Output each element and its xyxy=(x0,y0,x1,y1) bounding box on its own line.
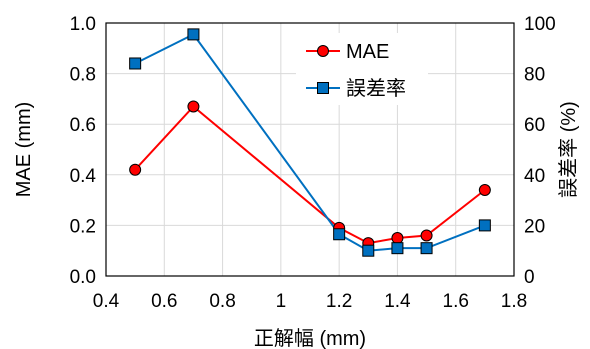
legend: MAE 誤差率 xyxy=(296,33,428,105)
mae-point xyxy=(391,232,404,245)
y2-tick-label: 80 xyxy=(524,65,545,86)
y2-tick-label: 0 xyxy=(524,267,535,288)
y2-tick-label: 100 xyxy=(524,14,556,35)
x-tick-label: 0.8 xyxy=(209,291,235,312)
x-axis-label: 正解幅 (mm) xyxy=(254,327,366,349)
y-tick-label: 1.0 xyxy=(70,14,96,35)
mae-point xyxy=(187,100,200,113)
error-rate-point xyxy=(362,244,375,257)
y2-axis-label: 誤差率 (%) xyxy=(557,101,580,198)
x-tick-label: 1.8 xyxy=(501,291,527,312)
y2-tick-label: 60 xyxy=(524,115,545,136)
y-tick-label: 0.4 xyxy=(70,166,97,187)
x-tick-label: 1 xyxy=(276,291,287,312)
legend-entry-mae: MAE xyxy=(306,41,389,63)
legend-label-error-rate: 誤差率 xyxy=(346,77,406,100)
x-tick-label: 1.4 xyxy=(384,291,411,312)
x-tick-label: 0.4 xyxy=(93,291,120,312)
mae-point xyxy=(420,229,433,242)
y-tick-label: 0.2 xyxy=(70,216,96,237)
error-rate-point xyxy=(187,28,200,41)
series-layer xyxy=(129,28,491,257)
y2-tick-label: 40 xyxy=(524,166,545,187)
error-rate-point xyxy=(333,228,346,241)
x-tick-label: 0.6 xyxy=(151,291,177,312)
y-axis-label: MAE (mm) xyxy=(13,102,35,198)
error-rate-point xyxy=(129,57,142,70)
y-tick-label: 0.0 xyxy=(70,267,96,288)
x-tick-label: 1.6 xyxy=(443,291,469,312)
error-rate-point xyxy=(391,242,404,255)
plot-frame xyxy=(105,22,515,277)
y2-tick-label: 20 xyxy=(524,216,545,237)
error-rate-point xyxy=(420,242,433,255)
y-tick-label: 0.8 xyxy=(70,65,96,86)
mae-point xyxy=(478,183,491,196)
tick-labels: 0.4 0.6 0.8 1 1.2 1.4 1.6 1.8 0.0 0.2 0.4 0.6 0.8 1.0… xyxy=(70,14,556,312)
error-rate-point xyxy=(478,219,491,232)
y-tick-label: 0.6 xyxy=(70,115,96,136)
x-tick-label: 1.2 xyxy=(326,291,352,312)
legend-marker-mae xyxy=(317,45,329,57)
mae-point xyxy=(129,163,142,176)
legend-entry-error-rate: 誤差率 xyxy=(306,77,406,100)
legend-label-mae: MAE xyxy=(346,41,389,63)
legend-marker-error-rate xyxy=(317,82,329,94)
